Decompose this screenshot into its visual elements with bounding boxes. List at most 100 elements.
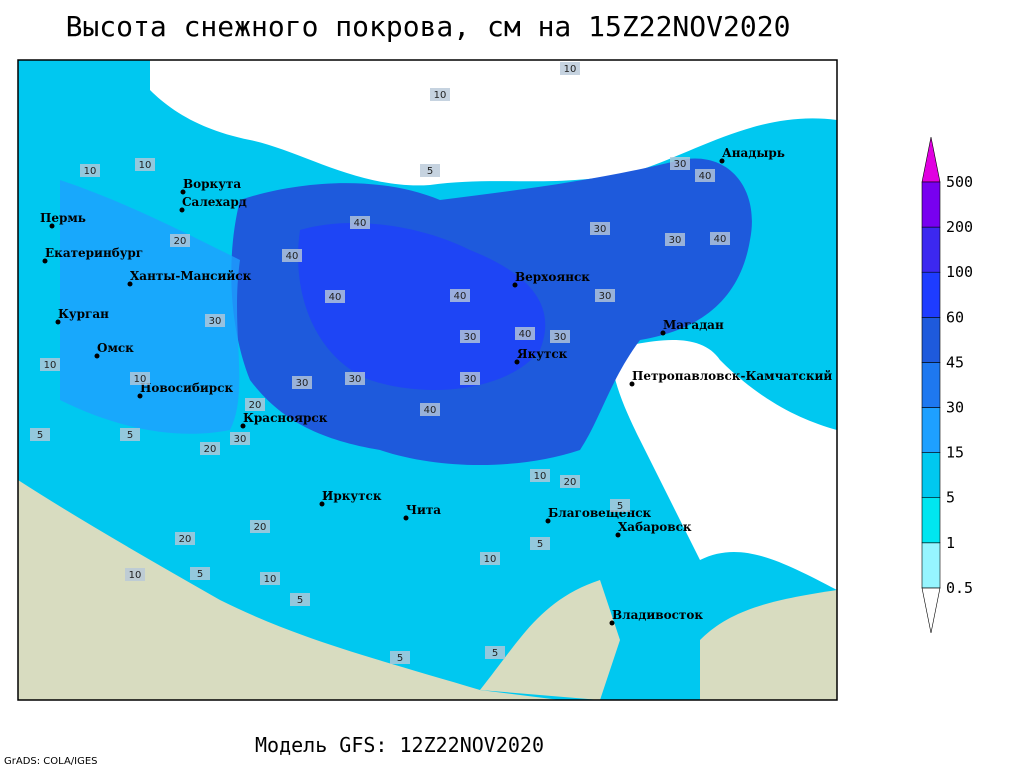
colorbar-label: 15: [946, 444, 964, 462]
colorbar-label: 200: [946, 218, 973, 236]
contour-label-box: [245, 398, 265, 411]
contour-label-box: [710, 232, 730, 245]
city-dot: [512, 282, 518, 288]
contour-label: 30: [349, 374, 362, 385]
colorbar-label: 0.5: [946, 579, 973, 597]
city-label: Анадырь: [722, 146, 785, 160]
contour-label-box: [170, 234, 190, 247]
colorbar-box: [921, 407, 941, 453]
colorbar-label: 30: [946, 399, 964, 417]
contour-label-box: [430, 88, 450, 101]
city-dot: [660, 330, 666, 336]
colorbar-label: 45: [946, 353, 964, 371]
contour-label: 40: [714, 234, 727, 245]
contour-label-box: [480, 552, 500, 565]
contour-label-box: [40, 358, 60, 371]
contour-label: 5: [537, 539, 543, 550]
colorbar-box: [921, 181, 941, 228]
colorbar-box: [921, 316, 941, 363]
contour-label: 30: [209, 316, 222, 327]
contour-label: 5: [37, 430, 43, 441]
city-label: Пермь: [40, 211, 86, 225]
contour-label: 20: [204, 444, 217, 455]
city-label: Новосибирск: [140, 381, 233, 395]
contour-label-box: [595, 289, 615, 302]
contour-label-box: [665, 233, 685, 246]
contour-label: 40: [519, 329, 532, 340]
contour-label-box: [345, 372, 365, 385]
city-dot: [403, 515, 409, 521]
colorbar-box: [921, 226, 941, 273]
city-dot: [55, 319, 61, 325]
contour-label-box: [460, 330, 480, 343]
contour-label: 40: [286, 251, 299, 262]
city-label: Благовещенск: [548, 506, 652, 520]
colorbar-box: [921, 542, 941, 589]
city-dot: [615, 532, 621, 538]
contour-label-box: [530, 469, 550, 482]
city-dot: [137, 393, 143, 399]
city-label: Воркута: [183, 177, 241, 191]
contour-label: 10: [564, 64, 577, 75]
contour-label-box: [590, 222, 610, 235]
contour-label-box: [485, 646, 505, 659]
city-dot: [240, 423, 246, 429]
city-dot: [127, 281, 133, 287]
city-label: Петропавловск-Камчатский: [632, 369, 832, 383]
city-dot: [629, 381, 635, 387]
colorbar-triangle: [921, 587, 941, 633]
contour-label-box: [230, 432, 250, 445]
colorbar-label: 5: [946, 489, 955, 507]
contour-label: 40: [354, 218, 367, 229]
land-no-snow: [480, 580, 620, 700]
city-dot: [49, 223, 55, 229]
title: Высота снежного покрова, см на 15Z22NOV2…: [66, 10, 791, 43]
city-label: Салехард: [182, 195, 247, 209]
arctic-ocean: [150, 60, 837, 186]
contour-label-box: [390, 651, 410, 664]
contour-label: 30: [599, 291, 612, 302]
colorbar-box: [921, 452, 941, 499]
city-label: Якутск: [517, 347, 568, 361]
city-dot: [514, 359, 520, 365]
contour-label: 10: [129, 570, 142, 581]
city-dot: [179, 207, 185, 213]
contour-label-box: [290, 593, 310, 606]
colorbar-box: [921, 362, 941, 408]
contour-label-box: [292, 376, 312, 389]
colorbar-box: [921, 271, 941, 318]
colorbar-label: 100: [946, 263, 973, 281]
contour-label-box: [560, 475, 580, 488]
contour-label-box: [695, 169, 715, 182]
contour-label-box: [120, 428, 140, 441]
contour-label-box: [420, 403, 440, 416]
city-label: Чита: [406, 503, 441, 517]
contour-label: 30: [674, 159, 687, 170]
contour-label: 10: [139, 160, 152, 171]
contour-label-box: [460, 372, 480, 385]
contour-label: 40: [329, 292, 342, 303]
contour-label: 20: [254, 522, 267, 533]
contour-label: 20: [249, 400, 262, 411]
contour-label-box: [515, 327, 535, 340]
contour-label-box: [350, 216, 370, 229]
contour-label: 20: [179, 534, 192, 545]
city-label: Хабаровск: [618, 520, 692, 534]
contour-label: 10: [484, 554, 497, 565]
contour-label-box: [670, 157, 690, 170]
contour-label-box: [282, 249, 302, 262]
city-dot: [42, 258, 48, 264]
contour-label: 5: [492, 648, 498, 659]
contour-label: 20: [174, 236, 187, 247]
city-label: Иркутск: [322, 489, 382, 503]
contour-label: 30: [234, 434, 247, 445]
city-label: Магадан: [663, 318, 724, 332]
land-no-snow: [18, 480, 560, 700]
city-label: Ханты-Мансийск: [130, 269, 252, 283]
city-dot: [609, 620, 615, 626]
colorbar-label: 1: [946, 534, 955, 552]
contour-label: 30: [594, 224, 607, 235]
contour-label: 5: [127, 430, 133, 441]
contour-label: 10: [44, 360, 57, 371]
